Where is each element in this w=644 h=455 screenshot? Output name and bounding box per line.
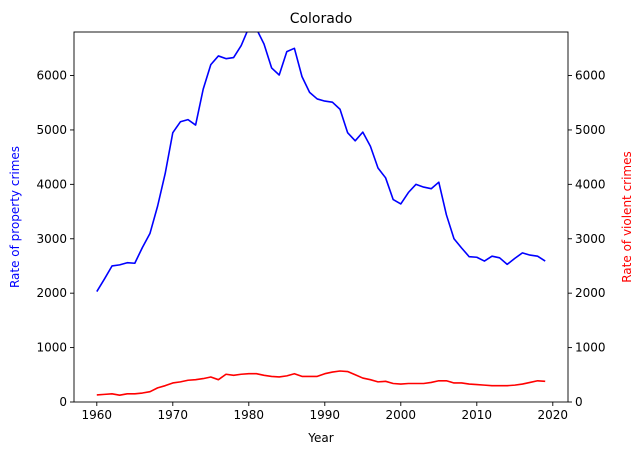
x-tick-label: 2000 — [386, 408, 417, 422]
y-axis-label-right: Rate of violent crimes — [620, 151, 634, 283]
series-line-property-crimes — [96, 32, 546, 292]
series-line-violent-crimes — [96, 370, 546, 397]
x-tick-label: 1970 — [158, 408, 189, 422]
x-tick-label: 2020 — [538, 408, 569, 422]
y-axis-label-left: Rate of property crimes — [8, 146, 22, 288]
axes-frame — [73, 31, 569, 403]
y-tick-label-left: 3000 — [36, 232, 67, 246]
plot-area — [73, 31, 569, 403]
x-tick-label: 1990 — [310, 408, 341, 422]
y-tick-label-left: 2000 — [36, 286, 67, 300]
y-tick-label-left: 1000 — [36, 341, 67, 355]
y-tick-label-left: 0 — [59, 395, 67, 409]
x-tick-label: 2010 — [462, 408, 493, 422]
y-tick-label-left: 4000 — [36, 177, 67, 191]
y-tick-label-right: 4000 — [575, 177, 606, 191]
y-tick-label-left: 5000 — [36, 123, 67, 137]
y-tick-label-right: 6000 — [575, 69, 606, 83]
y-tick-label-left: 6000 — [36, 69, 67, 83]
y-tick-label-right: 1000 — [575, 341, 606, 355]
y-tick-label-right: 5000 — [575, 123, 606, 137]
x-axis-label: Year — [307, 431, 333, 445]
axis-ticks: 1960 1970 1980 1990 2000 2010 2020 0 1000 2000 300… — [36, 69, 605, 422]
x-tick-label: 1960 — [82, 408, 113, 422]
y-tick-label-right: 0 — [575, 395, 583, 409]
y-tick-label-right: 2000 — [575, 286, 606, 300]
y-tick-label-right: 3000 — [575, 232, 606, 246]
chart-title: Colorado — [290, 11, 353, 27]
x-tick-label: 1980 — [234, 408, 265, 422]
